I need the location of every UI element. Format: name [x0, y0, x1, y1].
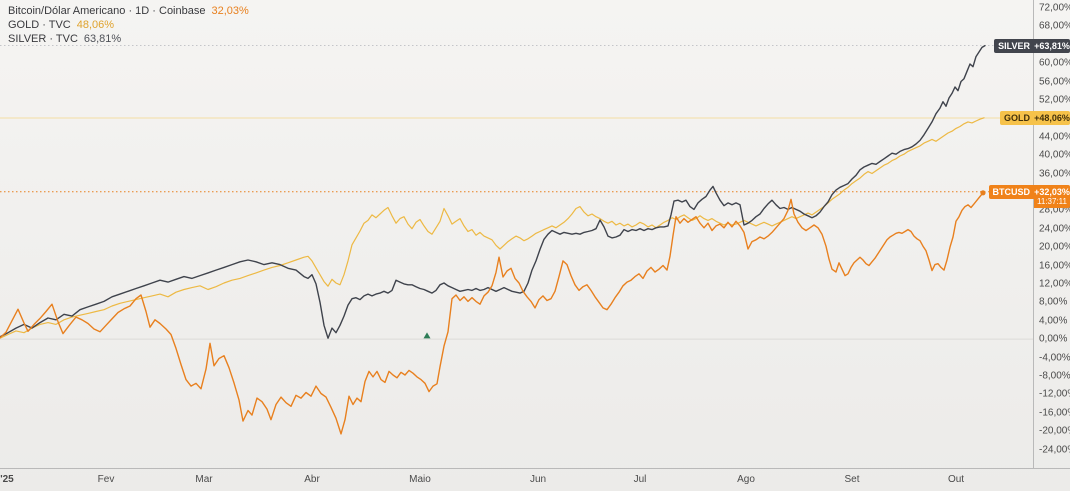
price-scale-label: 4,00%	[1039, 315, 1068, 327]
chart-canvas[interactable]	[0, 0, 1033, 468]
price-scale-label: 16,00%	[1039, 260, 1070, 271]
time-scale-label: Out	[947, 474, 965, 485]
price-scale-label: 72,00%	[1039, 2, 1070, 14]
price-scale-label: 52,00%	[1039, 94, 1070, 106]
event-marker-icon[interactable]	[423, 332, 431, 339]
price-scale-label: 20,00%	[1039, 241, 1070, 253]
price-scale-label: 24,00%	[1039, 223, 1070, 235]
legend-symbol-gold: GOLD · TVC	[8, 19, 71, 31]
time-scale-label: Abr	[304, 474, 320, 485]
time-scale-label: Mar	[195, 474, 213, 485]
legend-value-silver: 63,81%	[83, 33, 122, 45]
btc-last-price-dot	[980, 190, 986, 196]
legend-value-gold: 48,06%	[76, 19, 115, 31]
time-scale-label: Jun	[529, 474, 547, 485]
gold-price-label[interactable]: GOLD +48,06%	[1000, 111, 1070, 125]
price-scale-label: -8,00%	[1039, 370, 1070, 382]
legend-value-btcusd: 32,03%	[211, 5, 249, 17]
price-scale-label: 68,00%	[1039, 20, 1070, 32]
btcusd-price-value: +32,03% 11:37:11	[1034, 184, 1070, 208]
price-scale-label: -4,00%	[1039, 352, 1070, 364]
legend-symbol-silver: SILVER · TVC	[8, 33, 78, 45]
price-scale-label: 60,00%	[1039, 57, 1070, 69]
price-scale-label: -12,00%	[1039, 388, 1070, 400]
price-scale-label: 36,00%	[1039, 168, 1070, 179]
legend-symbol-btcusd: Bitcoin/Dólar Americano · 1D · Coinbase	[8, 5, 206, 17]
price-scale-label: 12,00%	[1039, 278, 1070, 290]
price-scale-label: 0,00%	[1039, 333, 1068, 345]
time-scale-label: Jul	[633, 474, 647, 485]
time-scale-label: '25	[0, 474, 14, 485]
price-scale-label: 8,00%	[1039, 296, 1068, 308]
time-scale-label: Ago	[737, 474, 755, 485]
gold-symbol-tag: GOLD	[1000, 111, 1034, 125]
btcusd-countdown: 11:37:11	[1037, 196, 1067, 206]
price-scale-label: -24,00%	[1039, 444, 1070, 456]
legend-row-btcusd[interactable]: Bitcoin/Dólar Americano · 1D · Coinbase 3…	[8, 4, 249, 18]
silver-price-label[interactable]: SILVER +63,81%	[994, 38, 1070, 53]
time-scale-label: Maio	[409, 474, 431, 485]
btc-series-line[interactable]	[0, 192, 984, 435]
silver-symbol-tag: SILVER	[994, 38, 1034, 53]
price-scale-label: 44,00%	[1039, 131, 1070, 143]
price-scale-label: 40,00%	[1039, 149, 1070, 161]
price-scale-label: 28,00%	[1039, 204, 1070, 216]
price-scale-label: 56,00%	[1039, 76, 1070, 87]
time-scale-label: Set	[844, 474, 860, 485]
time-scale-label: Fev	[97, 474, 115, 485]
legend: Bitcoin/Dólar Americano · 1D · Coinbase 3…	[8, 4, 249, 46]
gold-series-line[interactable]	[0, 117, 985, 339]
legend-row-silver[interactable]: SILVER · TVC 63,81%	[8, 32, 249, 46]
time-scale[interactable]: '25 Fev Mar Abr Maio Jun Jul Ago Set Out	[0, 468, 1070, 491]
legend-row-gold[interactable]: GOLD · TVC 48,06%	[8, 18, 249, 32]
gold-price-value: +48,06%	[1034, 111, 1070, 125]
silver-price-value: +63,81%	[1034, 38, 1070, 53]
silver-series-line[interactable]	[0, 44, 986, 339]
price-scale[interactable]: 72,00% 68,00% 60,00% 56,00% 52,00% 44,00% 40,0…	[1033, 0, 1070, 468]
price-scale-label: -20,00%	[1039, 425, 1070, 437]
price-scale-label: -16,00%	[1039, 407, 1070, 419]
price-chart-pane[interactable]: Bitcoin/Dólar Americano · 1D · Coinbase 3…	[0, 0, 1033, 468]
btcusd-symbol-tag: BTCUSD	[988, 184, 1034, 199]
btcusd-price-label[interactable]: BTCUSD +32,03% 11:37:11	[988, 184, 1070, 208]
